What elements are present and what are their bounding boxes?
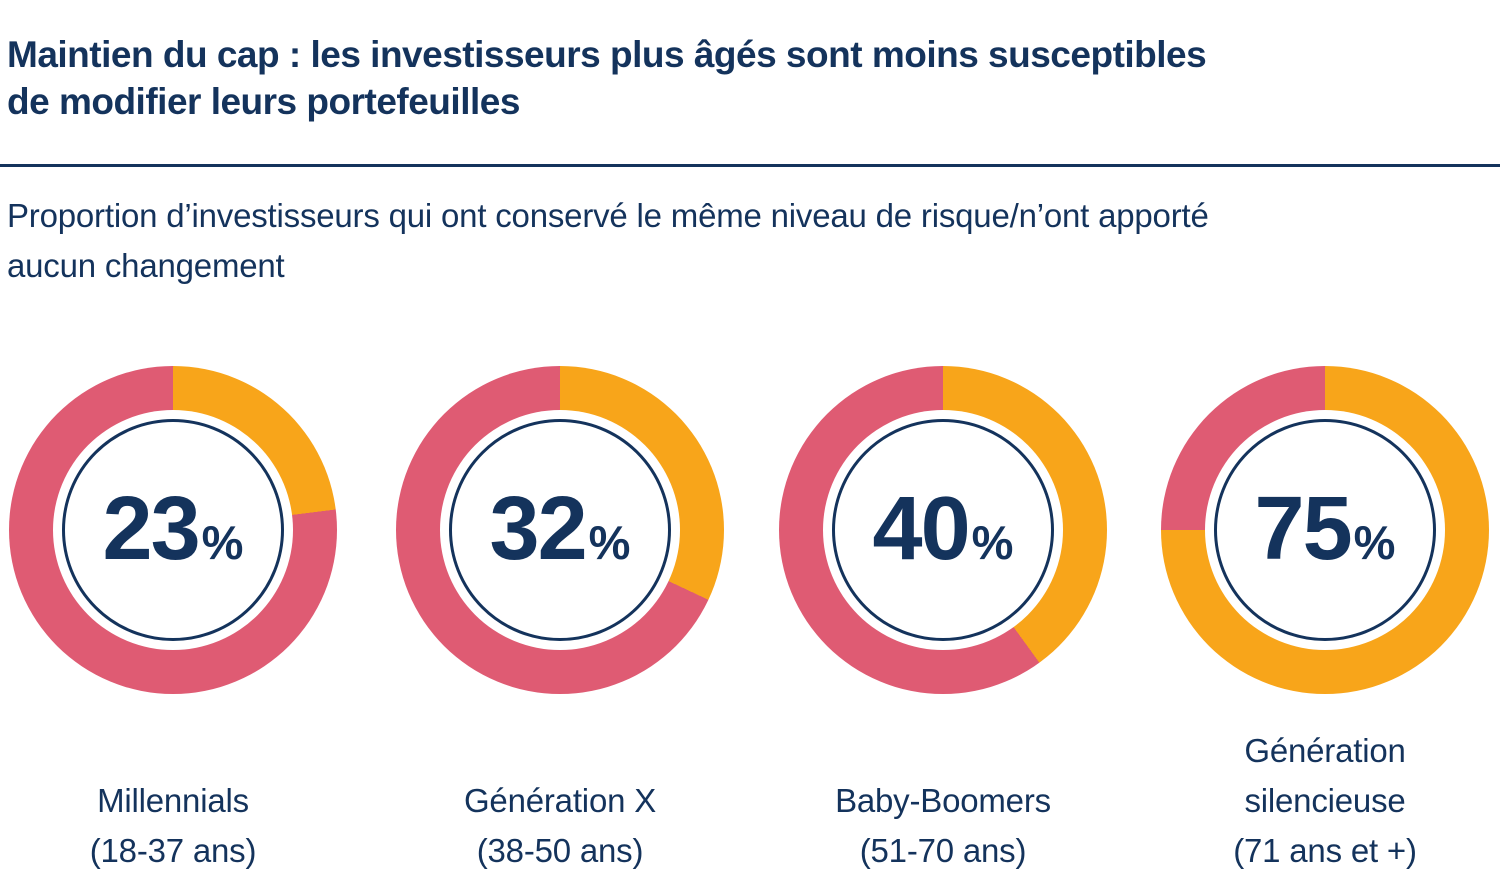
- donut-label: Millennials: [97, 781, 249, 819]
- donut-grid: 23 % Millennials (18-37 ans) 32 % Généra…: [0, 365, 1500, 880]
- page-title-line-2: de modifier leurs portefeuilles: [7, 80, 520, 122]
- donut-value: 40 %: [873, 478, 1014, 581]
- donut-age-range: (38-50 ans): [476, 831, 644, 869]
- chart-header: Maintien du cap : les investisseurs plus…: [0, 25, 1500, 291]
- donut-value: 75 %: [1255, 478, 1396, 581]
- donut-ring-generation-x: 32 %: [396, 365, 724, 694]
- donut-label-block: Génération silencieuse (71 ans et +): [1133, 726, 1500, 876]
- donut-hole: 32 %: [440, 409, 680, 650]
- inner-circle-outline: [62, 418, 284, 641]
- percent-sign: %: [588, 516, 631, 570]
- page-title: Maintien du cap : les investisseurs plus…: [0, 25, 1500, 125]
- donut-label: Baby-Boomers: [835, 781, 1051, 819]
- donut-label-block: Génération X (38-50 ans): [368, 776, 752, 876]
- donut-label-block: Baby-Boomers (51-70 ans): [751, 776, 1135, 876]
- percent-sign: %: [201, 516, 244, 570]
- donut-label: Génération X: [463, 781, 657, 819]
- donut-cell-baby-boomers: 40 % Baby-Boomers (51-70 ans): [751, 365, 1135, 880]
- page-title-line-1: Maintien du cap : les investisseurs plus…: [7, 33, 1207, 75]
- percent-sign: %: [971, 516, 1014, 570]
- donut-value: 32 %: [490, 478, 631, 581]
- donut-hole: 75 %: [1205, 409, 1445, 650]
- donut-value-number: 40: [872, 479, 971, 580]
- percent-sign: %: [1353, 516, 1396, 570]
- donut-age-range: (18-37 ans): [89, 831, 257, 869]
- donut-cell-generation-x: 32 % Génération X (38-50 ans): [368, 365, 752, 880]
- chart-subtitle-line-2: aucun changement: [7, 246, 285, 284]
- donut-label: Génération silencieuse: [1244, 731, 1406, 819]
- donut-value-number: 32: [489, 479, 588, 580]
- donut-age-range: (51-70 ans): [859, 831, 1027, 869]
- chart-subtitle-line-1: Proportion d’investisseurs qui ont conse…: [7, 196, 1209, 234]
- donut-value-number: 23: [102, 479, 201, 580]
- donut-ring-baby-boomers: 40 %: [779, 365, 1107, 694]
- donut-hole: 40 %: [823, 409, 1063, 650]
- inner-circle-outline: [449, 418, 671, 641]
- donut-cell-millennials: 23 % Millennials (18-37 ans): [0, 365, 365, 880]
- donut-value-number: 75: [1254, 479, 1353, 580]
- title-divider: [0, 163, 1500, 167]
- donut-cell-generation-silencieuse: 75 % Génération silencieuse (71 ans et +…: [1133, 365, 1500, 880]
- donut-ring-generation-silencieuse: 75 %: [1161, 365, 1489, 694]
- donut-hole: 23 %: [53, 409, 293, 650]
- inner-circle-outline: [1214, 418, 1436, 641]
- donut-age-range: (71 ans et +): [1233, 831, 1417, 869]
- donut-label-block: Millennials (18-37 ans): [0, 776, 365, 876]
- donut-value: 23 %: [103, 478, 244, 581]
- inner-circle-outline: [832, 418, 1054, 641]
- chart-subtitle: Proportion d’investisseurs qui ont conse…: [7, 191, 1470, 291]
- donut-ring-millennials: 23 %: [9, 365, 337, 694]
